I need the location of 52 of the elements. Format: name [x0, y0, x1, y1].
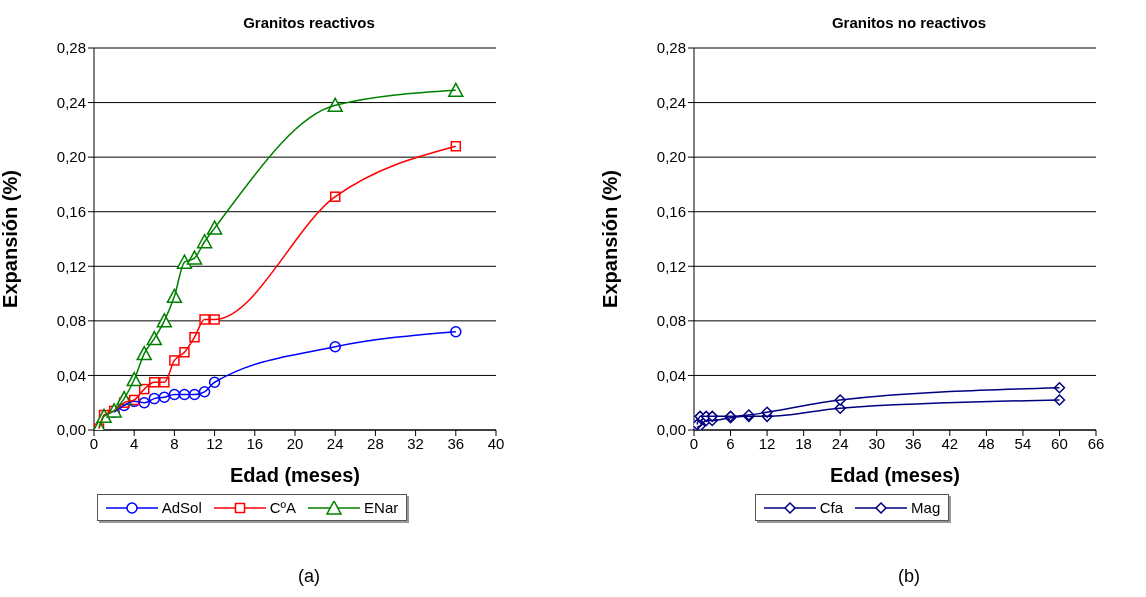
- y-tick-label: 0,28: [56, 39, 86, 57]
- y-axis-title: Expansión (%): [599, 170, 622, 308]
- legend-label: AdSol: [161, 499, 202, 516]
- legend-label: CºA: [269, 499, 297, 516]
- y-tick-label: 0,12: [656, 257, 686, 275]
- chart-title: Granitos no reactivos: [830, 14, 988, 31]
- y-tick-label: 0,28: [656, 39, 686, 57]
- text: (b): [897, 566, 921, 587]
- y-tick-label: 0,16: [56, 203, 86, 221]
- x-tick-label: 24: [326, 434, 344, 452]
- x-tick-label: 40: [487, 434, 505, 452]
- x-tick-label: 24: [831, 434, 849, 452]
- x-tick-label: 16: [246, 434, 264, 452]
- x-tick-label: 0: [689, 434, 699, 452]
- x-tick-label: 54: [1014, 434, 1032, 452]
- text: (a): [297, 566, 321, 587]
- y-tick-label: 0,20: [656, 148, 686, 166]
- legend-label: ENar: [364, 499, 399, 516]
- y-tick-label: 0,04: [656, 366, 686, 384]
- y-tick-label: 0,16: [656, 203, 686, 221]
- x-tick-label: 36: [904, 434, 922, 452]
- x-tick-label: 0: [89, 434, 99, 452]
- legend-label: Mag: [911, 499, 941, 516]
- y-tick-label: 0,24: [56, 93, 86, 111]
- x-tick-label: 48: [978, 434, 995, 452]
- legend-label: Cfa: [819, 499, 844, 516]
- y-tick-label: 0,00: [656, 421, 686, 439]
- x-axis-title: Edad (meses): [829, 464, 961, 486]
- x-tick-label: 4: [130, 434, 139, 452]
- y-axis-title: Expansión (%): [0, 170, 22, 308]
- x-tick-label: 18: [795, 434, 812, 452]
- y-tick-label: 0,08: [56, 312, 86, 330]
- y-tick-label: 0,12: [56, 257, 86, 275]
- x-tick-label: 28: [367, 434, 384, 452]
- y-tick-label: 0,00: [56, 421, 86, 439]
- x-tick-label: 6: [726, 434, 735, 452]
- x-tick-label: 32: [407, 434, 424, 452]
- x-axis-title: Edad (meses): [229, 464, 361, 486]
- x-tick-label: 60: [1051, 434, 1068, 452]
- x-tick-label: 12: [758, 434, 776, 452]
- y-tick-label: 0,24: [656, 93, 686, 111]
- x-tick-label: 42: [941, 434, 959, 452]
- x-tick-label: 12: [206, 434, 223, 452]
- y-tick-label: 0,20: [56, 148, 86, 166]
- x-tick-label: 66: [1087, 434, 1105, 452]
- x-tick-label: 30: [868, 434, 886, 452]
- x-tick-label: 8: [170, 434, 179, 452]
- x-tick-label: 20: [286, 434, 304, 452]
- chart-title: Granitos reactivos: [242, 14, 376, 31]
- x-tick-label: 36: [447, 434, 465, 452]
- y-tick-label: 0,08: [656, 312, 686, 330]
- y-tick-label: 0,04: [56, 366, 86, 384]
